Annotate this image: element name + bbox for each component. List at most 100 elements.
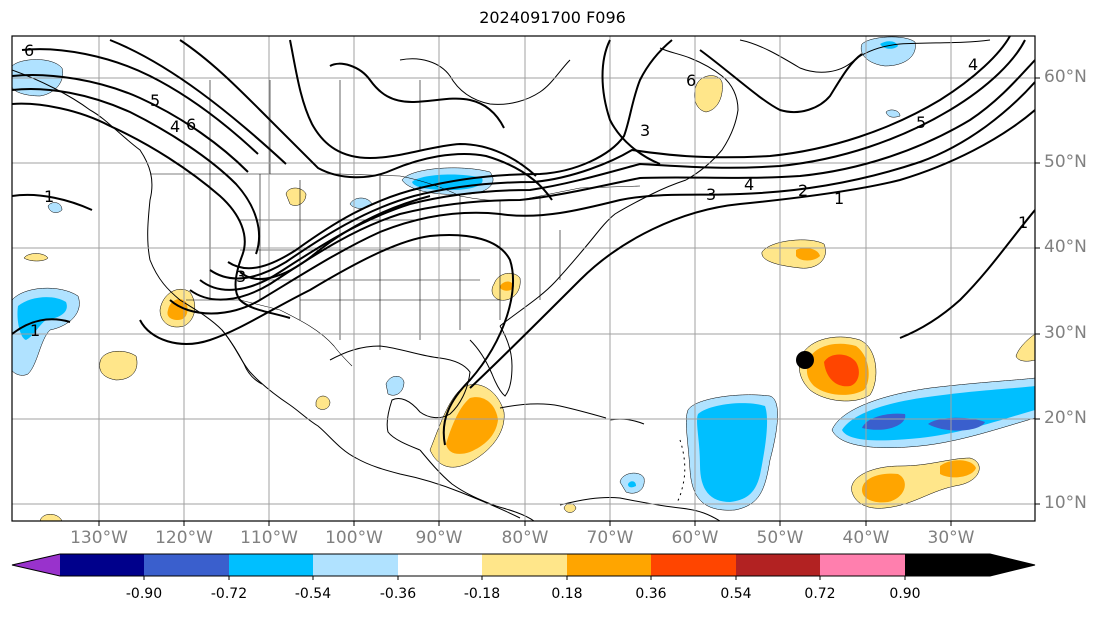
shade-yellow-central-am (563, 503, 577, 513)
contour-line (12, 102, 291, 319)
lon-label: 70°W (586, 528, 634, 548)
coast-cuba (499, 403, 607, 419)
contour-line (12, 87, 261, 255)
border-us-canada (150, 173, 641, 202)
shade-cyan-caribbean-small (628, 481, 636, 488)
shade-blue-pacific-small (47, 202, 63, 213)
contour-line (12, 193, 93, 211)
contour-label: 5 (916, 113, 926, 132)
lon-label: 50°W (756, 528, 804, 548)
contour-line (179, 39, 553, 201)
colorbar-tick-label: 0.90 (889, 586, 921, 602)
colorbar-tick-label: -0.36 (379, 586, 417, 602)
contour-label: 1 (44, 187, 54, 206)
colorbar-tick-label: 0.54 (720, 586, 752, 602)
coast-central-america (419, 449, 535, 521)
map-background (12, 36, 1035, 521)
contour-label: 4 (968, 55, 978, 74)
lon-label: 40°W (842, 528, 890, 548)
contour-label: 1 (30, 321, 40, 340)
coast-gulf (329, 345, 471, 451)
shade-cyan-pacific-west (17, 297, 67, 340)
contour-line (227, 39, 673, 270)
colorbar-tick-label: 0.36 (635, 586, 667, 602)
contour-label: 6 (186, 115, 196, 134)
lat-label: 40°N (1044, 237, 1087, 257)
lon-label: 80°W (501, 528, 549, 548)
lon-label: 60°W (671, 528, 719, 548)
colorbar-tick-label: 0.72 (804, 586, 836, 602)
border-us-mexico (186, 299, 353, 367)
contour-line (12, 73, 249, 173)
shade-orange-southeast-us (500, 281, 514, 291)
shade-orange-atlantic-south-1 (862, 473, 905, 503)
political-boundaries (150, 80, 641, 367)
map-title: 2024091700 F096 (479, 8, 626, 27)
contour-lines (12, 36, 1035, 446)
shade-yellow-labrador (694, 75, 723, 113)
contour-line (199, 39, 1026, 291)
shade-cyan-atlantic-west (697, 403, 768, 502)
contour-line (12, 318, 71, 335)
contour-label: 4 (170, 117, 180, 136)
axis-ticks (98, 77, 1040, 526)
contour-label: 3 (236, 267, 246, 286)
shade-blue-gulf (385, 376, 405, 396)
coast-us-east (499, 179, 687, 327)
colorbar-tick-label: -0.72 (210, 586, 248, 602)
colorbar-segment (398, 554, 482, 576)
shade-orange-atlantic-north (796, 248, 820, 261)
contour-line (21, 48, 259, 155)
lat-label: 10°N (1044, 493, 1087, 513)
coastlines (12, 39, 991, 521)
contour-line (289, 39, 537, 177)
shade-blue-small-ne (885, 109, 901, 118)
contour-line (209, 36, 1011, 280)
contour-label: 6 (686, 71, 696, 90)
contour-line (139, 234, 514, 446)
colorbar (11, 553, 1036, 580)
shade-yellow-great-plains (285, 187, 307, 206)
shade-royal-atlantic-east-2 (928, 417, 985, 431)
colorbar-tick-label: 0.18 (551, 586, 583, 602)
colorbar-over-arrow (905, 554, 1035, 576)
gridlines (12, 36, 1035, 521)
shade-yellow-mexico-small (315, 395, 331, 410)
contour-line (329, 62, 505, 129)
colorbar-tick-label: -0.54 (294, 586, 332, 602)
coast-baja (221, 329, 263, 385)
colorbar-tick-label: -0.18 (463, 586, 501, 602)
shade-yellow-atlantic-north (761, 239, 826, 269)
contour-line (239, 195, 431, 280)
map-frame (11, 35, 1036, 522)
contour-label: 2 (798, 181, 808, 200)
contour-label: 4 (744, 175, 754, 194)
lon-label: 90°W (415, 528, 463, 548)
colorbar-segment (736, 554, 820, 576)
lat-label: 60°N (1044, 67, 1087, 87)
colorbar-segment (651, 554, 736, 576)
colorbar-segment (60, 554, 144, 576)
lat-label: 30°N (1044, 323, 1087, 343)
coast-florida (469, 325, 513, 397)
colorbar-tick-label: -0.90 (125, 586, 163, 602)
storm-center-marker (796, 351, 814, 369)
contour-labels: 6 5 4 6 3 1 1 3 4 6 3 2 1 5 4 1 (24, 41, 1028, 340)
lon-label: 30°W (927, 528, 975, 548)
lat-label: 20°N (1044, 408, 1087, 428)
colorbar-segment (820, 554, 905, 576)
canada-province-lines (209, 80, 421, 176)
colorbar-segment (229, 554, 313, 576)
contour-label: 1 (1018, 213, 1028, 232)
lon-label: 130°W (70, 528, 128, 548)
shade-orange-baja (167, 299, 188, 320)
shade-orange-caribbean (446, 397, 498, 454)
contour-label: 3 (706, 185, 716, 204)
contour-label: 5 (150, 91, 160, 110)
contour-label: 1 (834, 189, 844, 208)
contour-line (469, 109, 1035, 389)
shade-yellow-east-atlantic-edge (1015, 333, 1035, 362)
anomaly-shading (12, 36, 1035, 521)
colorbar-under-arrow (12, 554, 60, 576)
